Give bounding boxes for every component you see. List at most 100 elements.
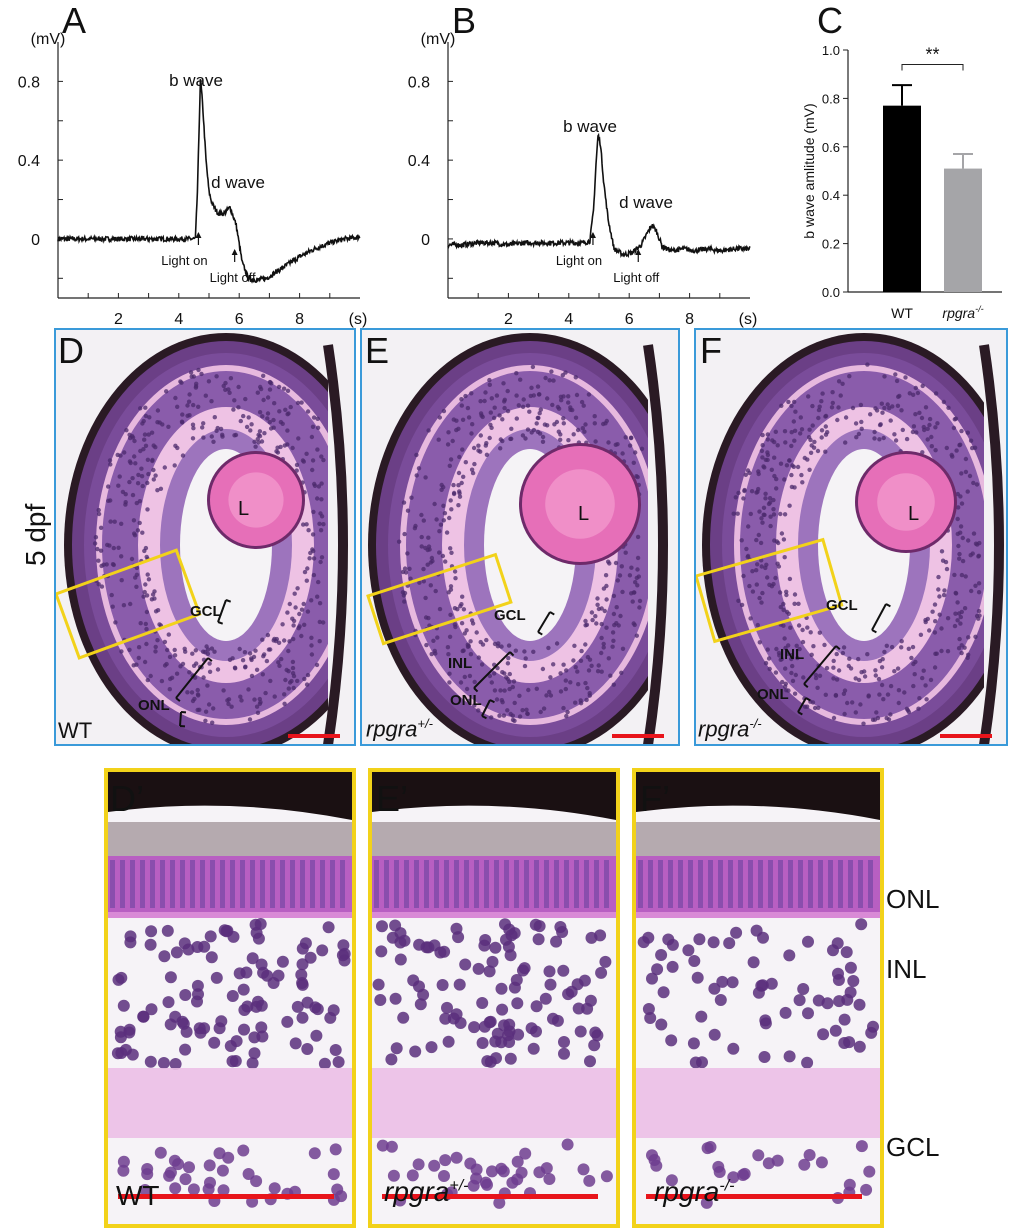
- nucleus: [492, 688, 498, 693]
- photoreceptor-column: [638, 860, 643, 908]
- nucleus: [789, 443, 794, 449]
- nucleus: [541, 706, 547, 711]
- nucleus: [816, 407, 822, 413]
- nucleus: [435, 635, 440, 640]
- nucleus: [958, 614, 963, 620]
- nucleus: [544, 693, 549, 698]
- inl-label-f: INL: [780, 646, 805, 663]
- nucleus: [615, 578, 620, 583]
- nucleus: [419, 534, 424, 540]
- layer-bracket: [473, 651, 511, 689]
- nucleus: [173, 443, 178, 448]
- nucleus: [877, 692, 882, 697]
- nucleus: [134, 584, 139, 589]
- nucleus: [566, 400, 571, 405]
- nucleus: [547, 689, 552, 695]
- nucleus: [505, 408, 511, 414]
- nucleus: [631, 460, 636, 465]
- nucleus: [829, 405, 835, 410]
- nucleus: [742, 487, 747, 493]
- nucleus: [856, 656, 861, 662]
- nucleus: [470, 470, 476, 476]
- nucleus: [162, 465, 167, 470]
- gcl-nucleus: [577, 1163, 590, 1176]
- nucleus: [421, 566, 426, 572]
- nucleus: [180, 420, 185, 425]
- nucleus: [819, 399, 824, 404]
- gcl-nucleus: [438, 1170, 450, 1182]
- nucleus: [933, 391, 939, 396]
- nucleus: [604, 418, 609, 424]
- nucleus: [808, 437, 813, 443]
- nucleus: [151, 467, 156, 473]
- gcl-nucleus: [139, 1184, 152, 1196]
- nucleus: [835, 417, 840, 423]
- nucleus: [456, 503, 461, 508]
- nucleus: [450, 438, 455, 444]
- inl-nucleus: [301, 1043, 314, 1055]
- nucleus: [783, 440, 788, 445]
- nucleus: [136, 655, 141, 661]
- y-tick-label: 0.8: [822, 91, 840, 106]
- nucleus: [791, 419, 796, 424]
- nucleus: [962, 645, 967, 650]
- nucleus: [446, 590, 451, 595]
- nucleus: [140, 421, 145, 426]
- nucleus: [831, 658, 836, 664]
- nucleus: [572, 643, 577, 648]
- gcl-nucleus: [250, 1175, 263, 1188]
- layer-bracket-cap: [835, 645, 841, 650]
- y-axis-label: (mV): [421, 31, 456, 48]
- nucleus: [602, 608, 607, 614]
- nucleus: [242, 650, 248, 655]
- nucleus: [155, 408, 161, 413]
- inl-nucleus: [114, 1025, 127, 1038]
- nucleus: [129, 556, 135, 562]
- nucleus: [484, 637, 489, 643]
- nucleus: [296, 626, 301, 631]
- nucleus: [776, 540, 781, 546]
- nucleus: [99, 584, 105, 589]
- nucleus: [196, 404, 201, 409]
- nucleus: [272, 401, 277, 406]
- nucleus: [800, 627, 805, 633]
- inl-nucleus: [599, 955, 612, 968]
- nucleus: [783, 666, 788, 671]
- nucleus: [200, 425, 205, 430]
- nucleus: [309, 434, 315, 440]
- nucleus: [798, 415, 803, 420]
- inl-nucleus: [558, 1047, 570, 1060]
- nucleus: [292, 591, 297, 596]
- nucleus: [763, 496, 768, 501]
- photoreceptor-column: [290, 860, 295, 908]
- nucleus: [757, 509, 762, 514]
- nucleus: [534, 421, 539, 426]
- nucleus: [538, 407, 543, 412]
- zoom-region-box: [366, 552, 513, 646]
- nucleus: [965, 655, 970, 660]
- photoreceptor-column: [240, 860, 245, 908]
- nucleus: [771, 512, 777, 517]
- nucleus: [951, 425, 957, 431]
- light-on-arrowhead: [195, 232, 202, 238]
- inl-nucleus: [157, 1057, 170, 1069]
- nucleus: [866, 694, 871, 699]
- gcl-nucleus: [803, 1149, 816, 1161]
- nucleus: [910, 644, 916, 650]
- inl-nucleus: [162, 996, 175, 1009]
- photoreceptor-column: [574, 860, 579, 908]
- nucleus: [943, 559, 949, 565]
- nucleus: [620, 451, 625, 456]
- nucleus: [768, 523, 773, 529]
- nucleus: [109, 592, 114, 598]
- nucleus: [601, 421, 606, 427]
- nucleus: [290, 665, 296, 671]
- inl-nucleus: [829, 1024, 842, 1037]
- gcl-nucleus: [493, 1196, 506, 1209]
- nucleus: [782, 555, 787, 560]
- nucleus: [815, 685, 820, 690]
- photoreceptor-column: [310, 860, 315, 908]
- nucleus: [610, 644, 615, 649]
- nucleus: [209, 434, 214, 439]
- photoreceptor-column: [220, 860, 225, 908]
